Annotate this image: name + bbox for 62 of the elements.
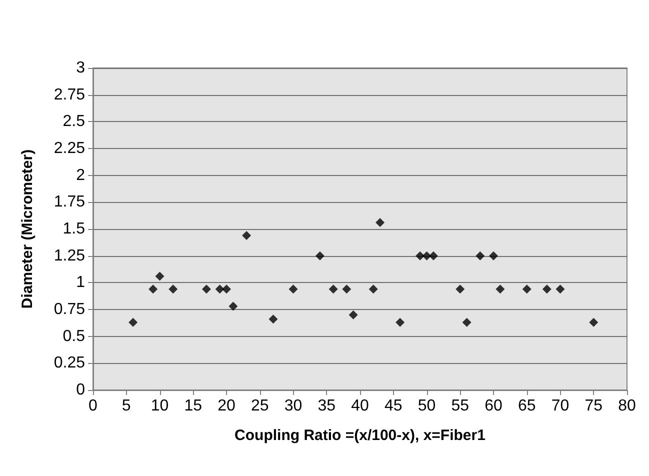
- x-tick-label: 55: [451, 398, 470, 414]
- x-tick-label: 35: [318, 398, 336, 414]
- point: [268, 314, 278, 324]
- point: [589, 318, 598, 327]
- y-tick-label: 0.25: [54, 354, 86, 372]
- point: [128, 318, 138, 327]
- y-axis-title: Diameter (Micrometer): [19, 149, 36, 309]
- point: [422, 251, 432, 260]
- y-tick-label: 0.5: [62, 328, 86, 345]
- point: [228, 302, 238, 311]
- point: [342, 284, 352, 294]
- x-tick-label: 60: [484, 398, 502, 414]
- point: [315, 251, 324, 260]
- y-tick-label: 3: [76, 60, 86, 76]
- x-tick-label: 30: [284, 398, 302, 414]
- point: [242, 230, 252, 240]
- y-tick-label: 1: [76, 274, 86, 292]
- y-tick-label: 2: [76, 166, 86, 184]
- point: [348, 310, 358, 320]
- x-tick-label: 45: [384, 398, 402, 414]
- x-tick-label: 50: [418, 398, 436, 414]
- x-tick-label: 40: [351, 398, 369, 414]
- point: [215, 284, 224, 294]
- point: [222, 284, 231, 294]
- point: [462, 318, 472, 327]
- point: [489, 251, 498, 260]
- point: [476, 251, 485, 260]
- point: [496, 284, 505, 294]
- point: [376, 218, 385, 228]
- x-tick-label: 0: [88, 398, 98, 414]
- point: [202, 284, 211, 294]
- x-axis-title: Coupling Ratio =(x/100-x), x=Fiber1: [234, 427, 486, 444]
- point: [416, 251, 425, 260]
- point: [328, 284, 338, 294]
- point: [428, 251, 438, 260]
- point: [556, 284, 565, 294]
- point: [288, 284, 298, 294]
- y-tick-label: 1.25: [54, 247, 86, 264]
- point: [155, 272, 164, 281]
- y-tick-label: 1.75: [54, 194, 86, 211]
- point: [368, 284, 378, 294]
- point: [522, 284, 532, 294]
- y-tick-label: 0.75: [54, 301, 86, 318]
- x-tick-label: 15: [184, 398, 202, 414]
- x-tick-label: 75: [584, 398, 603, 414]
- point: [168, 284, 178, 294]
- x-tick-label: 25: [250, 398, 269, 414]
- x-tick-label: 80: [618, 398, 636, 414]
- y-tick-label: 1.5: [62, 220, 86, 238]
- point: [456, 284, 465, 294]
- x-tick-label: 10: [150, 398, 169, 414]
- x-tick-label: 5: [122, 398, 131, 414]
- y-tick-label: 2.25: [54, 140, 86, 157]
- y-tick-label: 2.5: [62, 113, 86, 130]
- y-tick-label: 0: [76, 382, 86, 398]
- point: [396, 318, 405, 327]
- x-tick-label: 65: [518, 398, 536, 414]
- point: [542, 284, 552, 294]
- y-tick-label: 2.75: [54, 86, 86, 104]
- x-tick-label: 20: [218, 398, 236, 414]
- x-tick-label: 70: [551, 398, 570, 414]
- point: [148, 284, 158, 294]
